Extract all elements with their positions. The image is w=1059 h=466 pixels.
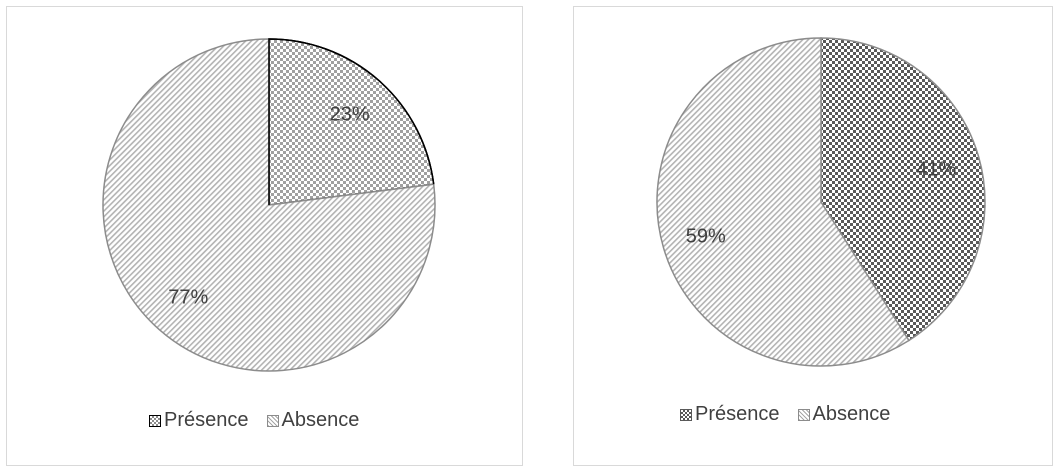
pie-slice-absence [102,38,436,372]
legend-swatch-presence [149,414,161,427]
legend-label-presence: Présence [164,409,249,431]
legend-item-absence: Absence [266,409,360,432]
legend-right: Présence Absence [680,403,890,426]
legend-label-presence: Présence [695,403,780,425]
data-label-presence: 23% [330,103,370,125]
pie-chart-right: 41% 59% [656,37,986,367]
legend-label-absence: Absence [281,409,360,431]
pie-slice-presence [820,37,986,342]
chart-panel-right: 41% 59% Présence Absence [573,6,1053,466]
legend-label-absence: Absence [812,403,891,425]
chart-panel-left: 23% 77% Présence Absence [6,6,523,466]
pie-slice-presence-outline [268,38,435,205]
data-label-absence: 59% [686,225,726,247]
legend-left: Présence Absence [149,409,359,432]
legend-swatch-absence [797,408,810,421]
legend-swatch-presence [680,408,692,421]
pie-slice-absence [656,37,910,367]
pie-chart-left: 23% 77% [102,38,436,372]
legend-item-absence: Absence [797,403,891,426]
legend-item-presence: Présence [149,409,249,432]
legend-swatch-absence [266,414,279,427]
legend-item-presence: Présence [680,403,780,426]
data-label-presence: 41% [916,159,956,181]
data-label-absence: 77% [168,287,208,309]
